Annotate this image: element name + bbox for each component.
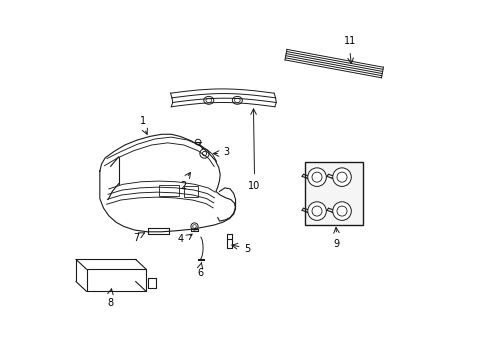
Text: 10: 10 — [248, 181, 260, 191]
Text: 2: 2 — [180, 181, 186, 191]
Text: 5: 5 — [244, 244, 250, 253]
Text: 1: 1 — [140, 116, 145, 126]
Circle shape — [200, 149, 209, 158]
Circle shape — [190, 223, 198, 230]
Text: 11: 11 — [343, 36, 355, 46]
Bar — [183, 186, 198, 197]
Bar — [159, 185, 179, 196]
Text: 9: 9 — [333, 239, 339, 249]
Text: 3: 3 — [223, 147, 229, 157]
Circle shape — [332, 202, 350, 220]
Text: 6: 6 — [198, 267, 203, 278]
Circle shape — [195, 139, 201, 145]
Text: 4: 4 — [177, 234, 183, 244]
Circle shape — [307, 168, 325, 186]
Ellipse shape — [203, 96, 213, 104]
Text: 7: 7 — [133, 233, 139, 243]
Circle shape — [332, 168, 350, 186]
Ellipse shape — [232, 96, 242, 104]
Bar — [304, 162, 363, 225]
Text: 8: 8 — [107, 298, 113, 308]
Circle shape — [307, 202, 325, 220]
